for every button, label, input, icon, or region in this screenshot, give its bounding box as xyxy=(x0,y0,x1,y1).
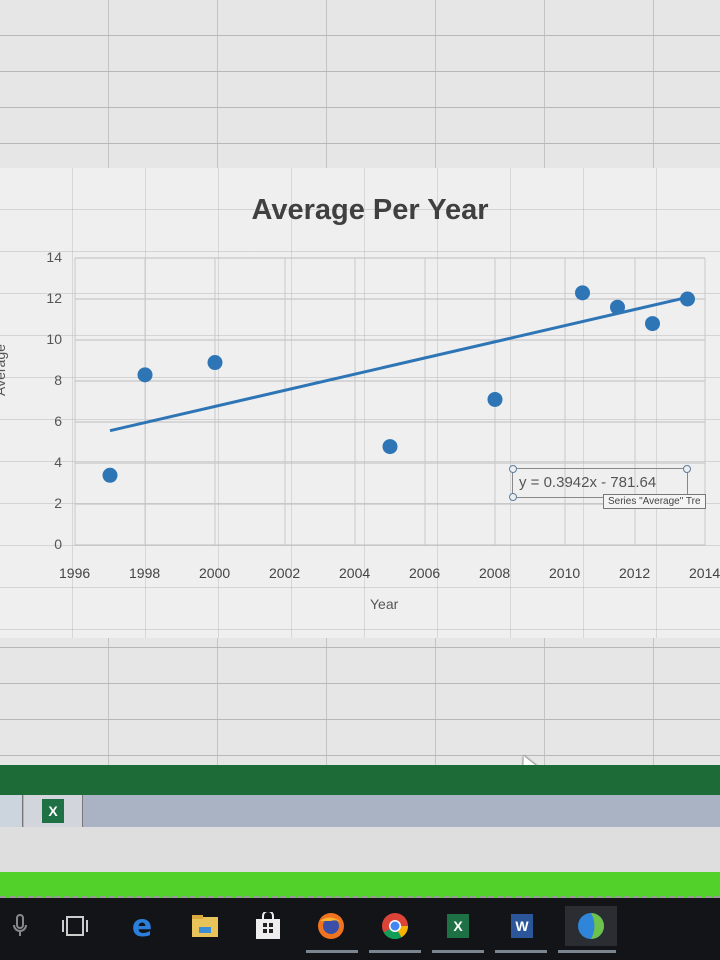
x-tick-label: 2014 xyxy=(689,565,720,581)
resize-handle-icon[interactable] xyxy=(509,493,517,501)
trendline-equation: y = 0.3942x - 781.64 xyxy=(519,474,657,491)
data-point[interactable] xyxy=(645,316,660,332)
data-point[interactable] xyxy=(610,299,625,315)
excel-status-bar xyxy=(0,765,720,795)
task-view-icon[interactable] xyxy=(55,906,95,946)
plot-area[interactable] xyxy=(0,168,720,638)
excel-icon: X xyxy=(42,799,64,823)
x-tick-label: 2006 xyxy=(409,565,441,581)
globe-app-icon[interactable] xyxy=(565,906,617,946)
gridlines xyxy=(74,257,706,546)
data-point[interactable] xyxy=(207,355,223,371)
running-indicator xyxy=(432,950,484,953)
y-tick-label: 6 xyxy=(54,413,62,429)
data-points[interactable] xyxy=(102,285,696,483)
running-indicator xyxy=(369,950,421,953)
window-frame xyxy=(0,827,720,873)
microphone-icon[interactable] xyxy=(0,906,40,946)
y-tick-label: 12 xyxy=(46,290,62,306)
x-tick-label: 2000 xyxy=(199,565,231,581)
x-tick-label: 2010 xyxy=(549,565,581,581)
chart-title[interactable]: Average Per Year xyxy=(251,194,489,226)
excel-window-tab[interactable]: X xyxy=(24,795,83,827)
series-tooltip: Series "Average" Tre xyxy=(603,494,706,509)
file-explorer-icon[interactable] xyxy=(185,906,225,946)
data-point[interactable] xyxy=(137,367,153,383)
running-indicator xyxy=(306,950,358,953)
x-tick-label: 1996 xyxy=(59,565,91,581)
y-tick-label: 0 xyxy=(54,536,62,552)
y-axis-title[interactable]: Average xyxy=(0,344,8,396)
x-tick-label: 2004 xyxy=(339,565,371,581)
trendline-label-box[interactable]: y = 0.3942x - 781.64 xyxy=(509,465,691,501)
running-indicator xyxy=(558,950,616,953)
data-point[interactable] xyxy=(680,291,695,307)
data-point[interactable] xyxy=(575,285,590,301)
progress-bar xyxy=(0,872,720,899)
y-tick-label: 10 xyxy=(46,331,62,347)
trendline[interactable] xyxy=(109,295,688,433)
excel-app-icon[interactable]: X xyxy=(438,906,478,946)
word-app-icon[interactable]: W xyxy=(502,906,542,946)
store-icon[interactable] xyxy=(248,906,288,946)
x-tick-label: 2002 xyxy=(269,565,301,581)
taskbar: e X W xyxy=(0,898,720,960)
data-point[interactable] xyxy=(382,439,398,455)
chrome-icon[interactable] xyxy=(375,906,415,946)
firefox-icon[interactable] xyxy=(311,906,351,946)
y-tick-label: 14 xyxy=(46,249,62,265)
data-point[interactable] xyxy=(487,391,503,407)
resize-handle-icon[interactable] xyxy=(509,465,517,473)
y-tick-label: 4 xyxy=(54,454,62,470)
x-axis-title[interactable]: Year xyxy=(370,596,399,612)
resize-handle-icon[interactable] xyxy=(683,465,691,473)
x-tick-label: 1998 xyxy=(129,565,161,581)
y-tick-label: 2 xyxy=(54,495,62,511)
x-tick-label: 2012 xyxy=(619,565,651,581)
data-point[interactable] xyxy=(102,467,118,483)
y-tick-label: 8 xyxy=(54,372,62,388)
window-tab[interactable] xyxy=(0,795,23,827)
edge-browser-icon[interactable]: e xyxy=(131,908,153,944)
chart-area[interactable]: Average Per Year 0 2 4 6 8 10 12 14 1996 1998 200… xyxy=(0,168,720,638)
running-indicator xyxy=(495,950,547,953)
window-tab-strip: X xyxy=(0,795,720,827)
x-tick-label: 2008 xyxy=(479,565,511,581)
